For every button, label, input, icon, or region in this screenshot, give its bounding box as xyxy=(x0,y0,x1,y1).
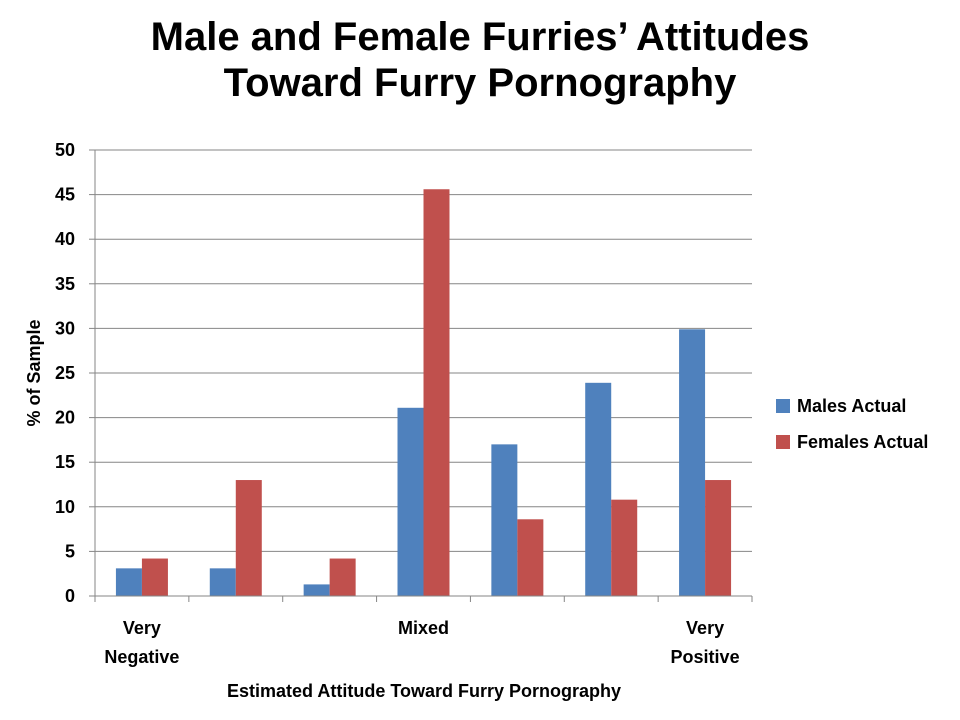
y-tick-label: 0 xyxy=(65,586,75,606)
y-tick-labels: 0 5 10 15 20 25 30 35 40 45 50 xyxy=(55,140,75,606)
y-tick-label: 15 xyxy=(55,452,75,472)
bar-females xyxy=(235,480,262,596)
y-tick-label: 30 xyxy=(55,318,75,338)
bar-females xyxy=(517,519,544,596)
legend-swatch-males xyxy=(776,399,790,413)
bar-males xyxy=(397,407,424,596)
y-tick-label: 50 xyxy=(55,140,75,160)
bar-males xyxy=(679,329,706,596)
chart-title-line-2: Toward Furry Pornography xyxy=(223,61,737,105)
bar-females xyxy=(329,558,356,596)
bar-females xyxy=(141,558,168,596)
y-tick-label: 45 xyxy=(55,185,75,205)
bar-males xyxy=(585,382,612,596)
y-tick-label: 25 xyxy=(55,363,75,383)
bar-males xyxy=(209,568,236,596)
x-tick-label: Very Positive xyxy=(671,618,740,667)
y-tick-label: 20 xyxy=(55,408,75,428)
x-axis-label: Estimated Attitude Toward Furry Pornogra… xyxy=(227,681,621,701)
chart-title-line-1: Male and Female Furries’ Attitudes xyxy=(150,15,810,59)
legend: Males Actual Females Actual xyxy=(776,396,928,452)
chart-title: Male and Female Furries’ Attitudes Towar… xyxy=(0,14,960,106)
y-tick-label: 35 xyxy=(55,274,75,294)
bar-females xyxy=(611,499,638,596)
x-tick-label: Very Negative xyxy=(104,618,179,667)
legend-label-males: Males Actual xyxy=(797,396,906,416)
y-axis-label: % of Sample xyxy=(24,319,44,426)
x-tick-labels: Very Negative Mixed Very Positive xyxy=(104,618,739,667)
x-tick-label: Mixed xyxy=(398,618,449,638)
y-tick-label: 10 xyxy=(55,497,75,517)
bar-males xyxy=(115,568,142,596)
bar-females xyxy=(423,189,450,597)
axes xyxy=(94,150,753,602)
y-tick-label: 5 xyxy=(65,541,75,561)
bars xyxy=(115,189,732,597)
bar-males xyxy=(303,584,330,596)
bar-males xyxy=(491,444,518,596)
legend-label-females: Females Actual xyxy=(797,432,928,452)
y-tick-label: 40 xyxy=(55,229,75,249)
legend-swatch-females xyxy=(776,435,790,449)
bar-females xyxy=(705,480,732,596)
